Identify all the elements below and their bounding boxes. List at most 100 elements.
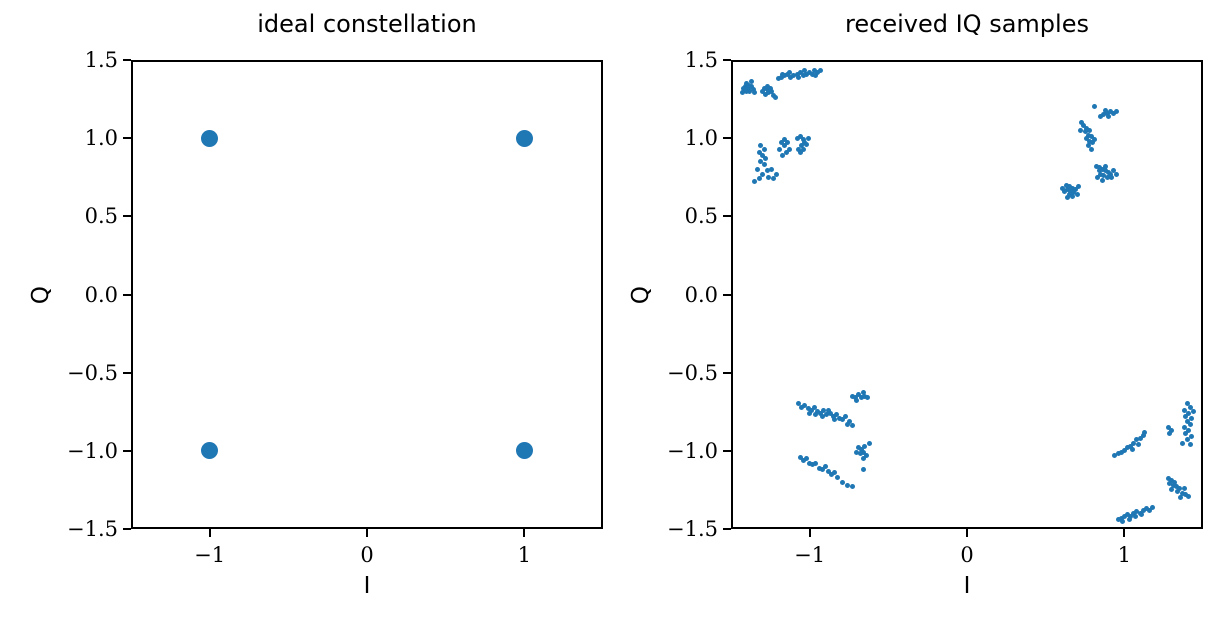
scatter-point xyxy=(515,129,533,147)
scatter-point xyxy=(1124,512,1130,518)
x-tick xyxy=(1123,529,1126,537)
scatter-point xyxy=(1172,479,1178,485)
scatter-point xyxy=(862,393,868,399)
y-tick-label: −0.5 xyxy=(667,360,718,385)
scatter-point xyxy=(755,166,761,172)
scatter-point xyxy=(1066,191,1072,197)
scatter-point xyxy=(857,451,863,457)
scatter-point xyxy=(1104,174,1110,180)
scatter-point xyxy=(797,149,803,155)
scatter-point xyxy=(764,87,770,93)
scatter-point xyxy=(794,71,800,77)
plot-frame xyxy=(131,60,603,529)
y-tick xyxy=(723,137,731,140)
scatter-point xyxy=(811,404,817,410)
y-tick xyxy=(123,528,131,530)
scatter-point xyxy=(1091,104,1097,110)
scatter-point xyxy=(1150,504,1156,510)
scatter-point xyxy=(805,135,811,141)
scatter-point xyxy=(794,135,800,141)
scatter-point xyxy=(832,417,838,423)
scatter-point xyxy=(758,143,764,149)
scatter-point xyxy=(810,462,816,468)
scatter-point xyxy=(822,463,828,469)
y-tick xyxy=(123,449,131,452)
scatter-point xyxy=(1140,507,1146,513)
scatter-point xyxy=(799,404,805,410)
scatter-point xyxy=(763,91,769,97)
scatter-point xyxy=(821,407,827,413)
scatter-point xyxy=(780,71,786,77)
scatter-point xyxy=(862,443,868,449)
scatter-point xyxy=(744,88,750,94)
scatter-point xyxy=(866,440,872,446)
x-tick-label: 0 xyxy=(960,543,974,567)
scatter-point xyxy=(772,95,778,101)
scatter-point xyxy=(813,73,819,79)
scatter-point xyxy=(1090,140,1096,146)
scatter-point xyxy=(788,74,794,80)
scatter-point xyxy=(752,179,758,185)
scatter-point xyxy=(780,152,786,158)
scatter-point xyxy=(1069,185,1075,191)
scatter-point xyxy=(774,171,780,177)
scatter-point xyxy=(1084,135,1090,141)
scatter-point xyxy=(1143,506,1149,512)
scatter-point xyxy=(791,73,797,79)
scatter-point xyxy=(1173,484,1179,490)
scatter-point xyxy=(1109,174,1115,180)
y-tick xyxy=(723,449,731,452)
scatter-point xyxy=(1084,126,1090,132)
scatter-point xyxy=(796,74,802,80)
scatter-point xyxy=(818,68,824,74)
scatter-point xyxy=(739,90,745,96)
scatter-point xyxy=(855,392,861,398)
scatter-point xyxy=(766,90,772,96)
scatter-point xyxy=(1186,493,1192,499)
scatter-point xyxy=(761,146,767,152)
scatter-point xyxy=(1074,191,1080,197)
scatter-point xyxy=(800,146,806,152)
scatter-point xyxy=(1118,449,1124,455)
scatter-point xyxy=(752,90,758,96)
x-axis-label: I xyxy=(963,573,971,599)
scatter-point xyxy=(744,80,750,86)
scatter-point xyxy=(1077,127,1083,133)
scatter-point xyxy=(1186,410,1192,416)
scatter-point xyxy=(1113,171,1119,177)
scatter-point xyxy=(748,79,754,85)
scatter-point xyxy=(808,407,814,413)
scatter-point xyxy=(201,129,219,147)
scatter-point xyxy=(849,423,855,429)
scatter-point xyxy=(797,454,803,460)
scatter-point xyxy=(1178,495,1184,501)
y-tick-label: 1.5 xyxy=(84,48,118,72)
scatter-point xyxy=(835,474,841,480)
scatter-point xyxy=(810,71,816,77)
scatter-point xyxy=(807,460,813,466)
scatter-point xyxy=(1121,448,1127,454)
y-tick-label: 0.0 xyxy=(684,282,718,307)
scatter-point xyxy=(1102,163,1108,169)
scatter-point xyxy=(1091,137,1097,143)
scatter-point xyxy=(1087,138,1093,144)
scatter-point xyxy=(859,395,865,401)
scatter-point xyxy=(1101,112,1107,118)
scatter-point xyxy=(1110,168,1116,174)
scatter-point xyxy=(1069,193,1075,199)
scatter-point xyxy=(840,479,846,485)
scatter-point xyxy=(1115,517,1121,523)
scatter-point xyxy=(741,85,747,91)
scatter-point xyxy=(1167,431,1173,437)
y-tick xyxy=(723,528,731,530)
x-tick xyxy=(966,529,968,537)
scatter-point xyxy=(818,410,824,416)
scatter-point xyxy=(1120,518,1126,524)
y-tick-label: 1.0 xyxy=(84,126,118,151)
scatter-point xyxy=(1068,188,1074,194)
scatter-point xyxy=(756,176,762,182)
x-tick xyxy=(366,529,368,537)
scatter-point xyxy=(761,162,767,168)
y-tick-label: −1.0 xyxy=(667,438,718,463)
scatter-point xyxy=(1096,168,1102,174)
